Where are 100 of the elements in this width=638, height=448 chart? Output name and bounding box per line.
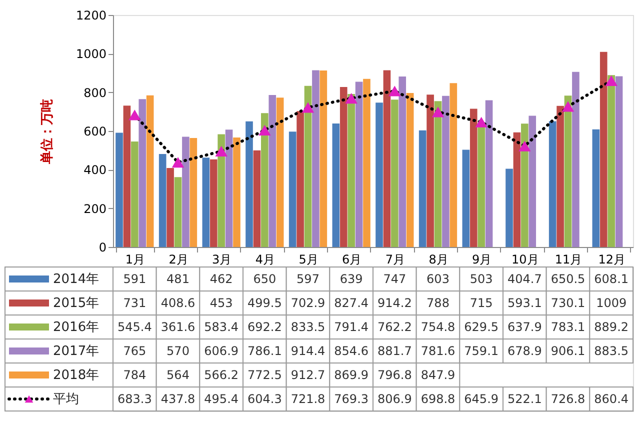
legend-label: 2018年 xyxy=(53,368,100,383)
data-label: 765 xyxy=(123,344,146,358)
bar xyxy=(376,102,383,247)
bar xyxy=(548,121,556,247)
bar xyxy=(564,96,572,247)
bar xyxy=(348,94,355,247)
data-label: 650 xyxy=(253,272,276,286)
data-label: 860.4 xyxy=(594,392,629,406)
y-tick-label: 600 xyxy=(84,124,106,138)
data-label: 564 xyxy=(166,368,190,382)
legend-label: 平均 xyxy=(53,392,79,407)
data-label: 781.6 xyxy=(420,344,456,358)
data-label: 869.9 xyxy=(334,368,369,382)
x-tick-label: 7月 xyxy=(385,252,405,266)
bar xyxy=(225,130,233,247)
bar xyxy=(138,99,146,247)
y-axis-title: 单位：万吨 xyxy=(38,99,55,165)
data-label: 608.1 xyxy=(594,272,629,286)
bar xyxy=(131,142,138,247)
bar xyxy=(123,106,131,247)
x-tick-label: 8月 xyxy=(428,252,448,266)
x-tick-label: 9月 xyxy=(472,252,492,266)
data-label: 833.5 xyxy=(290,320,326,334)
data-label: 499.5 xyxy=(247,296,282,310)
bar xyxy=(426,94,434,247)
bar xyxy=(442,96,450,247)
data-label: 791.4 xyxy=(334,320,369,334)
bar xyxy=(521,124,528,247)
data-label: 715 xyxy=(470,296,493,310)
x-tick-label: 1月 xyxy=(125,252,145,266)
data-label: 637.9 xyxy=(507,320,542,334)
legend-label: 2014年 xyxy=(53,272,100,287)
data-label: 453 xyxy=(210,296,233,310)
bar xyxy=(355,82,363,247)
data-label: 906.1 xyxy=(550,344,586,358)
x-tick-label: 3月 xyxy=(212,252,232,266)
data-label: 788 xyxy=(426,296,450,310)
y-tick-label: 1000 xyxy=(76,47,106,62)
bar xyxy=(253,150,261,247)
bar xyxy=(210,159,218,247)
data-label: 721.8 xyxy=(290,392,326,406)
data-label: 730.1 xyxy=(550,296,586,310)
data-label: 678.9 xyxy=(507,344,542,358)
data-label: 591 xyxy=(123,272,146,286)
bar xyxy=(592,129,600,247)
data-label: 796.8 xyxy=(377,368,412,382)
bar xyxy=(312,70,320,247)
data-label: 747 xyxy=(383,272,406,286)
data-label: 914.4 xyxy=(290,344,326,358)
data-label: 698.8 xyxy=(420,392,456,406)
bar xyxy=(340,87,348,247)
y-tick-label: 200 xyxy=(84,202,106,216)
bar xyxy=(146,95,154,247)
x-tick-label: 4月 xyxy=(255,252,275,266)
bar xyxy=(320,70,328,247)
data-label: 784 xyxy=(123,368,146,382)
bar xyxy=(166,168,174,247)
data-label: 783.1 xyxy=(550,320,586,334)
data-label: 881.7 xyxy=(377,344,412,358)
data-label: 726.8 xyxy=(550,392,586,406)
bar xyxy=(174,177,182,247)
data-label: 912.7 xyxy=(290,368,326,382)
data-label: 769.3 xyxy=(334,392,369,406)
bar xyxy=(332,123,340,247)
data-label: 593.1 xyxy=(507,296,542,310)
bar xyxy=(528,116,536,247)
data-label: 522.1 xyxy=(507,392,542,406)
bar xyxy=(182,136,190,247)
bar xyxy=(276,98,284,247)
bar xyxy=(116,132,123,247)
data-label: 503 xyxy=(470,272,493,286)
bar xyxy=(218,134,225,247)
bar xyxy=(261,113,268,247)
bar xyxy=(485,100,493,247)
bar xyxy=(406,92,414,247)
x-tick-label: 6月 xyxy=(342,252,362,266)
data-label: 606.9 xyxy=(204,344,239,358)
bar xyxy=(246,121,253,247)
data-label: 854.6 xyxy=(334,344,369,358)
y-tick-label: 800 xyxy=(84,86,106,100)
data-label: 583.4 xyxy=(204,320,239,334)
data-label: 847.9 xyxy=(420,368,456,382)
y-tick-label: 0 xyxy=(98,240,106,254)
data-label: 883.5 xyxy=(594,344,629,358)
bar xyxy=(478,125,485,247)
data-label: 462 xyxy=(210,272,233,286)
bar xyxy=(202,158,210,247)
bar xyxy=(615,76,623,247)
data-label: 683.3 xyxy=(117,392,152,406)
data-label: 629.5 xyxy=(464,320,499,334)
bar xyxy=(383,70,391,247)
data-label: 914.2 xyxy=(377,296,412,310)
data-label: 404.7 xyxy=(507,272,542,286)
x-tick-label: 2月 xyxy=(168,252,188,266)
data-label: 702.9 xyxy=(290,296,326,310)
data-label: 545.4 xyxy=(117,320,152,334)
bar xyxy=(363,78,370,247)
data-label: 827.4 xyxy=(334,296,369,310)
data-label: 806.9 xyxy=(377,392,412,406)
data-label: 361.6 xyxy=(160,320,196,334)
